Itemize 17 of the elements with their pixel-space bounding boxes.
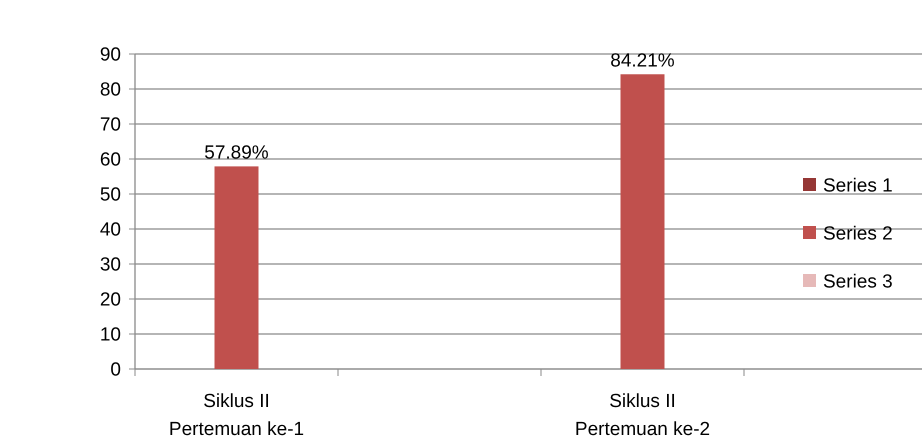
data-label: 57.89%: [204, 142, 269, 164]
y-tick-label: 30: [100, 254, 121, 276]
data-label: 84.21%: [610, 50, 675, 72]
y-tick-label: 40: [100, 220, 121, 241]
y-tick-label: 20: [100, 290, 121, 311]
legend-label: Series 1: [823, 176, 893, 197]
x-tick-label: Siklus II Pertemuan ke-1: [168, 391, 304, 440]
x-tick-label: Siklus II Pertemuan ke-2: [574, 391, 710, 440]
y-tick-label: 50: [100, 184, 121, 206]
legend-label: Series 3: [823, 272, 893, 293]
y-tick-label: 90: [100, 44, 121, 66]
y-tick-label: 80: [100, 80, 121, 101]
legend-label: Series 2: [823, 224, 893, 245]
y-tick-label: 70: [100, 114, 121, 136]
y-tick-label: 10: [100, 324, 121, 346]
y-tick-label: 60: [100, 150, 121, 171]
y-tick-label: 0: [110, 360, 121, 381]
